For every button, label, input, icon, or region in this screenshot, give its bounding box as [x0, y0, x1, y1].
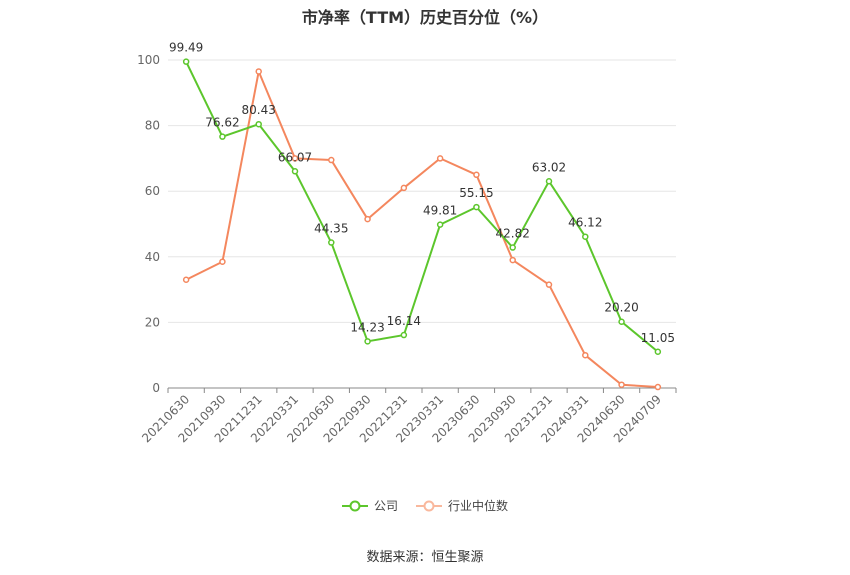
- y-tick-label: 100: [137, 53, 160, 67]
- series-line-1: [185, 70, 658, 389]
- data-point-0: [545, 178, 553, 185]
- y-tick-label: 60: [145, 184, 160, 198]
- data-point-1: [400, 184, 408, 192]
- legend-label-industry-median: 行业中位数: [448, 499, 509, 513]
- data-label: 80.43: [242, 103, 276, 117]
- data-point-1: [291, 155, 299, 162]
- y-tick-label: 80: [145, 119, 160, 133]
- legend-item-industry-median[interactable]: 行业中位数: [416, 497, 508, 514]
- data-label: 14.23: [350, 320, 384, 334]
- data-point-1: [545, 281, 553, 288]
- legend: 公司 行业中位数: [0, 497, 850, 514]
- source-note: 数据来源：恒生聚源: [366, 550, 484, 565]
- data-label: 44.35: [314, 222, 348, 236]
- data-label: 20.20: [604, 301, 638, 315]
- data-label: 66.07: [278, 150, 312, 164]
- data-point-1: [255, 68, 262, 75]
- chart-title: 市净率（TTM）历史百分位（%）: [301, 8, 549, 27]
- data-point-1: [509, 256, 516, 264]
- legend-label-company: 公司: [373, 499, 398, 513]
- data-point-0: [654, 348, 662, 356]
- legend-marker-company: [341, 500, 368, 511]
- data-point-1: [364, 215, 371, 223]
- data-point-1: [436, 155, 444, 162]
- data-point-0: [582, 233, 589, 240]
- data-point-1: [618, 381, 625, 388]
- data-label: 99.49: [169, 41, 203, 55]
- y-tick-label: 40: [145, 250, 160, 264]
- data-point-0: [328, 239, 335, 246]
- data-label: 46.12: [568, 216, 602, 230]
- data-point-0: [364, 338, 371, 345]
- y-tick-label: 0: [152, 381, 160, 395]
- series-line-0: [185, 61, 659, 353]
- data-point-1: [473, 171, 480, 179]
- data-point-1: [328, 156, 335, 164]
- data-label: 11.05: [641, 331, 675, 345]
- data-label: 42.82: [496, 227, 530, 241]
- data-point-0: [473, 203, 480, 211]
- data-point-0: [509, 244, 516, 251]
- data-label: 16.14: [387, 314, 421, 328]
- legend-item-company[interactable]: 公司: [341, 497, 398, 514]
- legend-marker-industry-median: [416, 500, 442, 511]
- data-label: 63.02: [532, 160, 566, 174]
- data-point-1: [654, 383, 662, 391]
- data-label: 55.15: [459, 186, 493, 200]
- data-point-0: [400, 331, 408, 339]
- data-label: 76.62: [205, 116, 239, 130]
- data-label: 49.81: [423, 204, 457, 218]
- data-point-0: [618, 318, 625, 325]
- data-point-0: [291, 168, 299, 175]
- data-point-0: [436, 221, 444, 228]
- data-point-1: [182, 276, 190, 284]
- data-point-1: [219, 258, 226, 265]
- data-point-0: [255, 120, 262, 128]
- data-point-0: [219, 133, 226, 140]
- data-point-0: [182, 58, 190, 65]
- y-tick-label: 20: [145, 315, 160, 329]
- data-point-1: [582, 351, 589, 359]
